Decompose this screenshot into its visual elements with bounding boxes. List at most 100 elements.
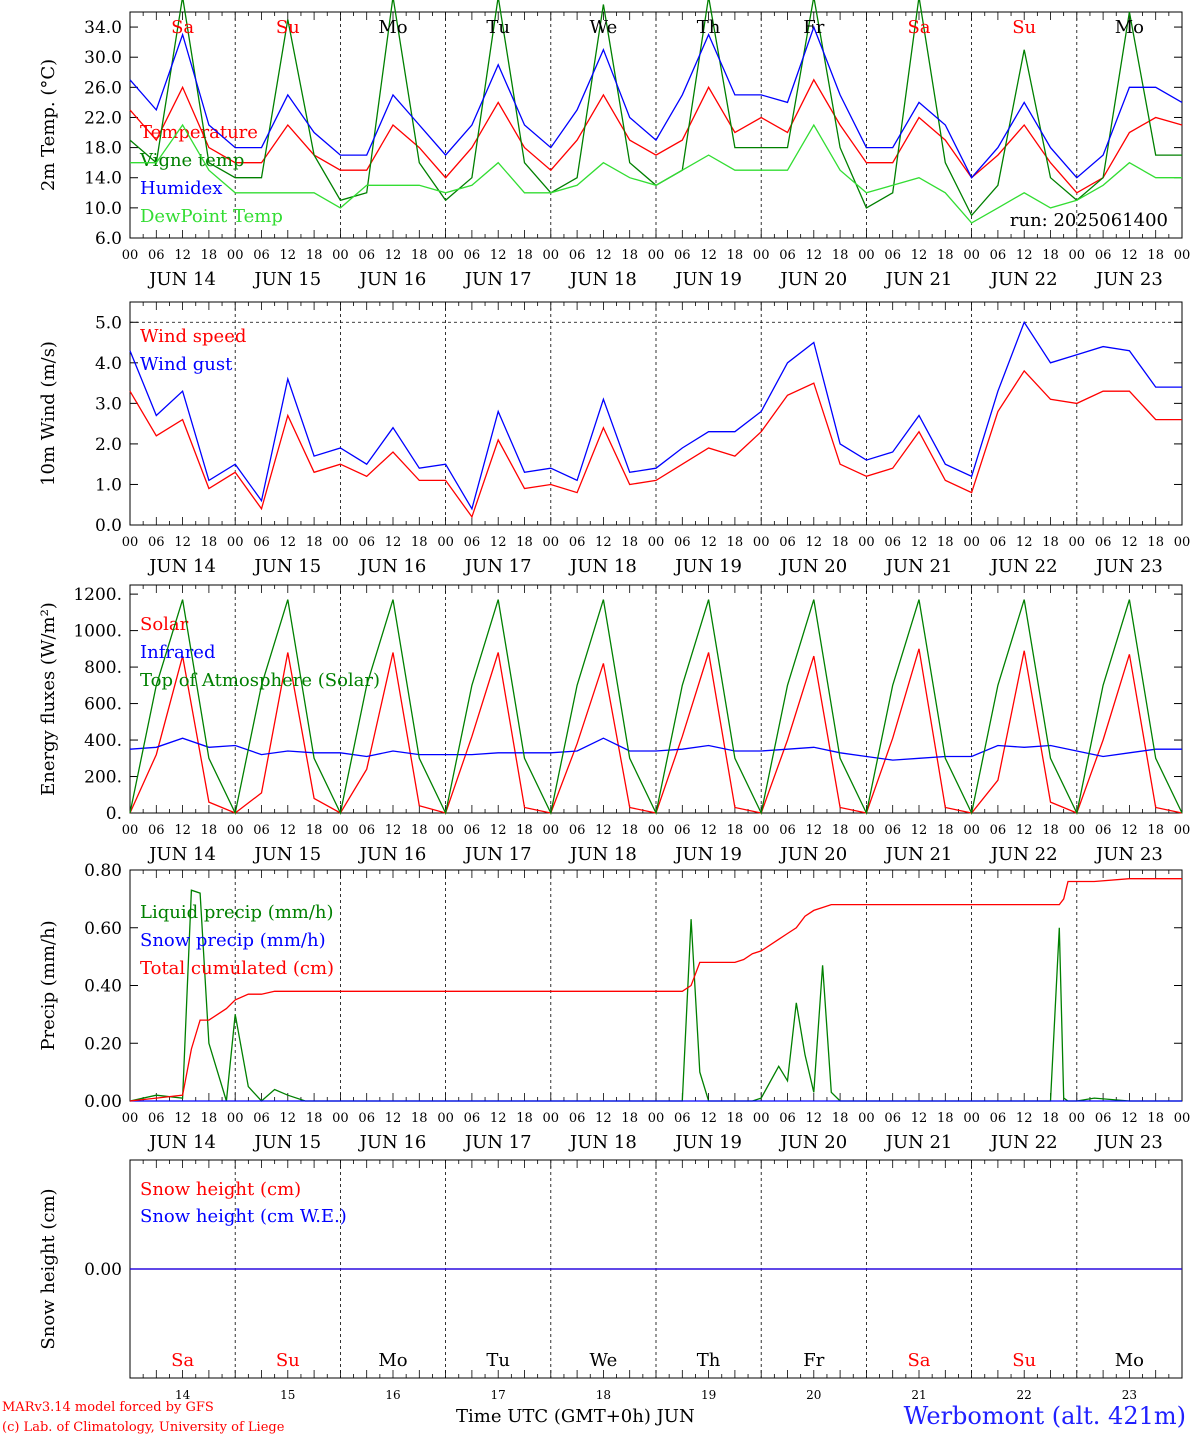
y-tick-label: 200. bbox=[84, 768, 122, 788]
hour-tick-label: 12 bbox=[1121, 535, 1138, 550]
hour-tick-label: 12 bbox=[700, 1111, 717, 1126]
hour-tick-label: 00 bbox=[963, 248, 980, 263]
y-axis-label: 2m Temp. (°C) bbox=[38, 59, 59, 191]
hour-tick-label: 00 bbox=[543, 823, 560, 838]
hour-tick-label: 06 bbox=[884, 248, 901, 263]
date-label: JUN 14 bbox=[147, 556, 216, 577]
hour-tick-label: 18 bbox=[727, 535, 744, 550]
day-number-label: 14 bbox=[175, 1388, 191, 1402]
legend-entry: Infrared bbox=[140, 642, 215, 663]
hour-tick-label: 00 bbox=[963, 1111, 980, 1126]
hour-tick-label: 12 bbox=[595, 823, 612, 838]
y-tick-label: 18.0 bbox=[84, 139, 122, 159]
hour-tick-label: 06 bbox=[464, 248, 481, 263]
series-line bbox=[129, 78, 1183, 194]
hour-tick-label: 06 bbox=[464, 823, 481, 838]
y-tick-label: 6.0 bbox=[95, 229, 122, 249]
hour-tick-label: 18 bbox=[411, 248, 428, 263]
hour-tick-label: 12 bbox=[1121, 1111, 1138, 1126]
hour-tick-label: 06 bbox=[569, 1111, 586, 1126]
hour-tick-label: 12 bbox=[280, 535, 297, 550]
hour-tick-label: 00 bbox=[543, 1111, 560, 1126]
hour-tick-label: 06 bbox=[569, 248, 586, 263]
hour-tick-label: 18 bbox=[306, 535, 323, 550]
hour-tick-label: 12 bbox=[174, 823, 191, 838]
hour-tick-label: 06 bbox=[464, 1111, 481, 1126]
date-label: JUN 22 bbox=[989, 269, 1058, 290]
hour-tick-label: 00 bbox=[1069, 823, 1086, 838]
legend-entry: Vigne temp bbox=[139, 150, 244, 171]
weekday-label: Sa bbox=[907, 1350, 930, 1371]
hour-tick-label: 12 bbox=[806, 1111, 823, 1126]
hour-tick-label: 12 bbox=[385, 823, 402, 838]
y-tick-label: 0.0 bbox=[95, 516, 122, 536]
hour-tick-label: 12 bbox=[700, 535, 717, 550]
day-number-label: 15 bbox=[280, 1388, 295, 1402]
day-number-label: 20 bbox=[806, 1388, 821, 1402]
hour-tick-label: 12 bbox=[911, 1111, 928, 1126]
y-tick-label: 4.0 bbox=[95, 354, 122, 374]
weekday-label: Su bbox=[276, 1350, 300, 1371]
hour-tick-label: 06 bbox=[884, 535, 901, 550]
legend-entry: Humidex bbox=[140, 178, 222, 199]
date-label: JUN 21 bbox=[884, 1132, 953, 1153]
hour-tick-label: 06 bbox=[253, 535, 270, 550]
date-label: JUN 19 bbox=[673, 844, 742, 865]
y-tick-label: 1200. bbox=[73, 585, 122, 605]
series-line bbox=[129, 320, 1182, 511]
hour-tick-label: 00 bbox=[1069, 248, 1086, 263]
hour-tick-label: 00 bbox=[1069, 1111, 1086, 1126]
date-label: JUN 21 bbox=[884, 844, 953, 865]
hour-tick-label: 18 bbox=[516, 823, 533, 838]
hour-tick-label: 06 bbox=[358, 248, 375, 263]
legend-entry: Wind gust bbox=[140, 354, 233, 375]
hour-tick-label: 18 bbox=[1147, 248, 1164, 263]
hour-tick-label: 06 bbox=[358, 535, 375, 550]
hour-tick-label: 00 bbox=[437, 823, 454, 838]
hour-tick-label: 12 bbox=[700, 248, 717, 263]
date-label: JUN 15 bbox=[252, 844, 321, 865]
hour-tick-label: 12 bbox=[490, 248, 507, 263]
y-tick-label: 0.00 bbox=[84, 1260, 122, 1280]
hour-tick-label: 18 bbox=[621, 535, 638, 550]
hour-tick-label: 12 bbox=[174, 1111, 191, 1126]
hour-tick-label: 18 bbox=[727, 248, 744, 263]
legend-entry: Liquid precip (mm/h) bbox=[140, 902, 334, 923]
hour-tick-label: 12 bbox=[1016, 535, 1033, 550]
hour-tick-label: 18 bbox=[621, 1111, 638, 1126]
hour-tick-label: 18 bbox=[1147, 535, 1164, 550]
hour-tick-label: 18 bbox=[937, 1111, 954, 1126]
hour-tick-label: 18 bbox=[727, 1111, 744, 1126]
weekday-label: Su bbox=[1012, 1350, 1036, 1371]
y-tick-label: 10.0 bbox=[84, 199, 122, 219]
y-axis-label: 10m Wind (m/s) bbox=[38, 341, 59, 486]
hour-tick-label: 06 bbox=[1095, 248, 1112, 263]
hour-tick-label: 18 bbox=[201, 248, 218, 263]
series-line bbox=[129, 599, 1183, 816]
hour-tick-label: 12 bbox=[280, 248, 297, 263]
date-label: JUN 21 bbox=[884, 269, 953, 290]
hour-tick-label: 12 bbox=[806, 823, 823, 838]
weekday-label: We bbox=[590, 1350, 618, 1371]
date-label: JUN 14 bbox=[147, 269, 216, 290]
hour-tick-label: 06 bbox=[464, 535, 481, 550]
series-line bbox=[129, 737, 1182, 761]
hour-tick-label: 12 bbox=[1016, 248, 1033, 263]
y-tick-label: 600. bbox=[84, 695, 122, 715]
hour-tick-label: 00 bbox=[753, 823, 770, 838]
y-tick-label: 0.60 bbox=[84, 919, 122, 939]
date-label: JUN 15 bbox=[252, 269, 321, 290]
date-label: JUN 15 bbox=[252, 1132, 321, 1153]
hour-tick-label: 00 bbox=[1174, 1111, 1191, 1126]
y-axis-label: Precip (mm/h) bbox=[38, 920, 59, 1050]
hour-tick-label: 12 bbox=[385, 535, 402, 550]
legend-entry: Top of Atmosphere (Solar) bbox=[140, 670, 380, 691]
hour-tick-label: 00 bbox=[332, 1111, 349, 1126]
y-tick-label: 2.0 bbox=[95, 435, 122, 455]
date-label: JUN 22 bbox=[989, 556, 1058, 577]
hour-tick-label: 18 bbox=[937, 248, 954, 263]
date-label: JUN 18 bbox=[568, 1132, 637, 1153]
date-label: JUN 19 bbox=[673, 1132, 742, 1153]
hour-tick-label: 12 bbox=[595, 535, 612, 550]
